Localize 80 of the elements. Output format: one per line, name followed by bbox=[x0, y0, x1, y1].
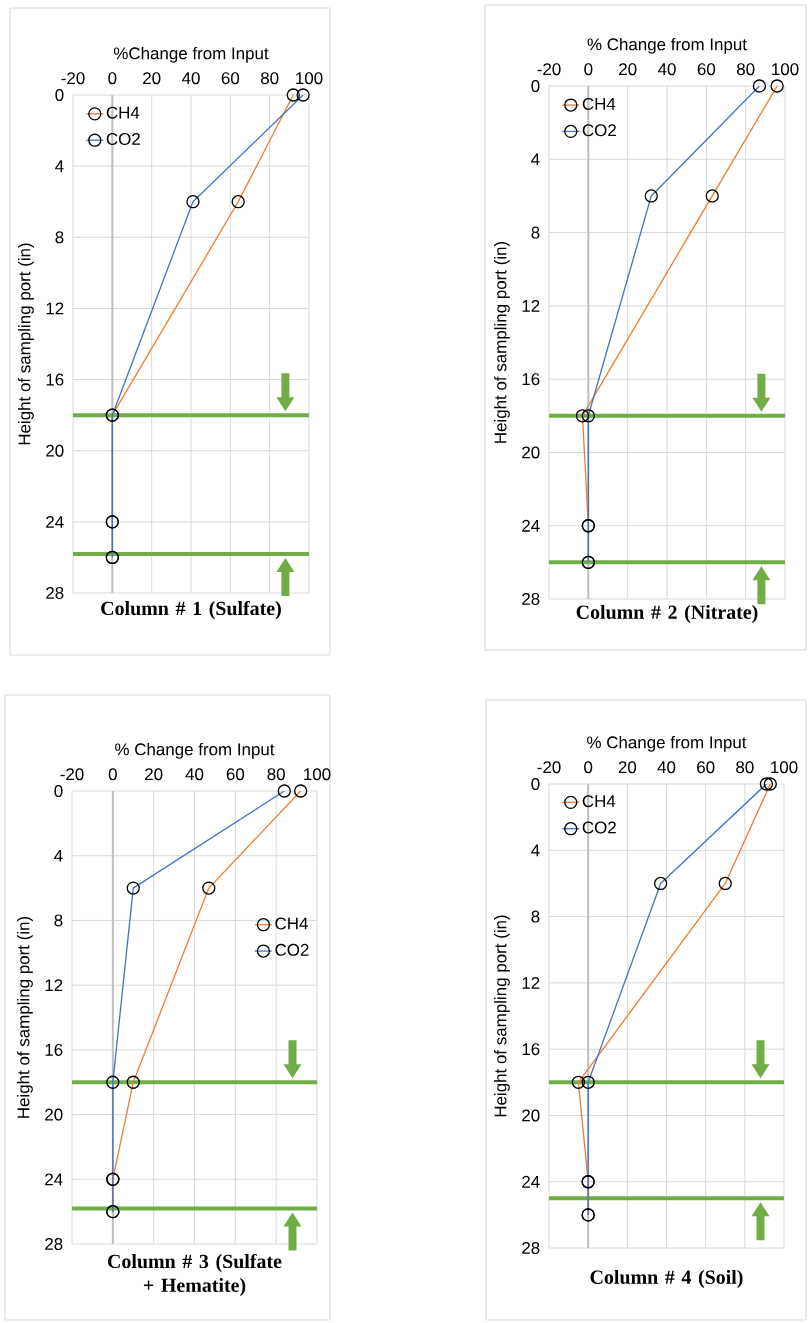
y-tick-label: 24 bbox=[522, 519, 540, 532]
y-tick-label: 20 bbox=[45, 1108, 63, 1121]
y-tick-label: 0 bbox=[55, 89, 64, 102]
y-axis-title: Height of sampling port (in) bbox=[494, 241, 510, 443]
x-tick-label: 80 bbox=[267, 768, 285, 781]
y-tick-label: 0 bbox=[531, 778, 540, 791]
x-axis-title: %Change from Input bbox=[113, 46, 269, 63]
legend-label: CO2 bbox=[582, 821, 616, 834]
y-axis-title: Height of sampling port (in) bbox=[17, 916, 33, 1118]
y-tick-label: 4 bbox=[54, 849, 63, 862]
y-tick-label: 16 bbox=[522, 373, 540, 386]
y-tick-label: 8 bbox=[531, 226, 540, 239]
y-tick-label: 12 bbox=[46, 302, 64, 315]
x-axis-title: % Change from Input bbox=[587, 735, 747, 752]
y-tick-label: 24 bbox=[522, 1175, 540, 1188]
legend-label: CH4 bbox=[582, 795, 616, 808]
y-tick-label: 4 bbox=[55, 160, 64, 172]
y-tick-label: 12 bbox=[45, 979, 63, 992]
x-tick-label: 60 bbox=[697, 761, 715, 774]
x-tick-label: -20 bbox=[537, 761, 561, 774]
y-tick-label: 16 bbox=[46, 373, 64, 386]
x-tick-label: 100 bbox=[304, 768, 331, 781]
x-tick-label: -20 bbox=[61, 72, 85, 85]
x-tick-label: 0 bbox=[584, 63, 593, 76]
text: Column # 1 (Sulfate) bbox=[101, 600, 281, 620]
x-tick-label: 80 bbox=[736, 761, 754, 774]
x-tick-label: 0 bbox=[108, 768, 117, 781]
x-tick-label: -20 bbox=[60, 768, 84, 781]
y-tick-label: 8 bbox=[54, 914, 63, 927]
legend-label: CH4 bbox=[106, 106, 140, 119]
y-tick-label: 16 bbox=[522, 1043, 540, 1056]
x-tick-label: 60 bbox=[697, 63, 716, 76]
y-tick-label: 16 bbox=[45, 1043, 63, 1056]
y-tick-label: 20 bbox=[522, 1109, 540, 1122]
legend-label: CH4 bbox=[582, 97, 616, 110]
x-tick-label: 20 bbox=[618, 761, 637, 774]
x-tick-label: 80 bbox=[736, 63, 755, 76]
x-tick-label: 20 bbox=[143, 72, 161, 85]
y-tick-label: 0 bbox=[531, 80, 540, 93]
x-tick-label: 0 bbox=[108, 72, 117, 85]
y-tick-label: 20 bbox=[46, 444, 64, 457]
x-axis-title: % Change from Input bbox=[587, 37, 747, 54]
x-tick-label: 40 bbox=[185, 768, 204, 781]
y-tick-label: 8 bbox=[55, 231, 64, 244]
legend-label: CO2 bbox=[582, 124, 616, 137]
y-tick-label: 12 bbox=[522, 299, 540, 312]
x-tick-label: 20 bbox=[619, 63, 637, 76]
x-tick-label: 20 bbox=[145, 768, 163, 781]
y-tick-label: 28 bbox=[522, 593, 540, 606]
x-axis-title: % Change from Input bbox=[115, 742, 275, 759]
y-tick-label: 24 bbox=[45, 1173, 63, 1186]
y-tick-label: 12 bbox=[522, 976, 540, 989]
text: Column # 3 (Sulfate + Hematite) bbox=[108, 1253, 282, 1297]
y-tick-label: 24 bbox=[46, 515, 64, 528]
legend-label: CH4 bbox=[275, 917, 308, 930]
text: Column # 4 (Soil) bbox=[590, 1269, 743, 1288]
y-tick-label: 28 bbox=[45, 1238, 63, 1251]
text: Column # 2 (Nitrate) bbox=[576, 604, 758, 623]
x-tick-label: 80 bbox=[260, 72, 279, 85]
x-tick-label: 60 bbox=[221, 72, 240, 85]
x-tick-label: 100 bbox=[771, 761, 798, 774]
y-tick-label: 20 bbox=[522, 446, 540, 459]
x-tick-label: -20 bbox=[537, 63, 561, 76]
x-tick-label: 40 bbox=[657, 761, 676, 774]
legend-label: CO2 bbox=[275, 943, 309, 956]
x-tick-label: 40 bbox=[181, 72, 200, 85]
y-tick-label: 28 bbox=[46, 587, 64, 600]
y-tick-label: 4 bbox=[531, 844, 540, 857]
x-tick-label: 100 bbox=[296, 72, 323, 85]
legend-label: CO2 bbox=[106, 133, 140, 146]
x-tick-label: 100 bbox=[772, 63, 799, 76]
y-tick-label: 0 bbox=[54, 785, 63, 798]
x-tick-label: 0 bbox=[584, 761, 593, 774]
y-tick-label: 28 bbox=[522, 1242, 540, 1255]
y-tick-label: 8 bbox=[531, 910, 540, 923]
y-axis-title: Height of sampling port (in) bbox=[18, 243, 34, 445]
y-axis-title: Height of sampling port (in) bbox=[494, 915, 510, 1117]
y-tick-label: 4 bbox=[531, 153, 540, 166]
x-tick-label: 60 bbox=[226, 768, 245, 781]
x-tick-label: 40 bbox=[657, 63, 676, 76]
